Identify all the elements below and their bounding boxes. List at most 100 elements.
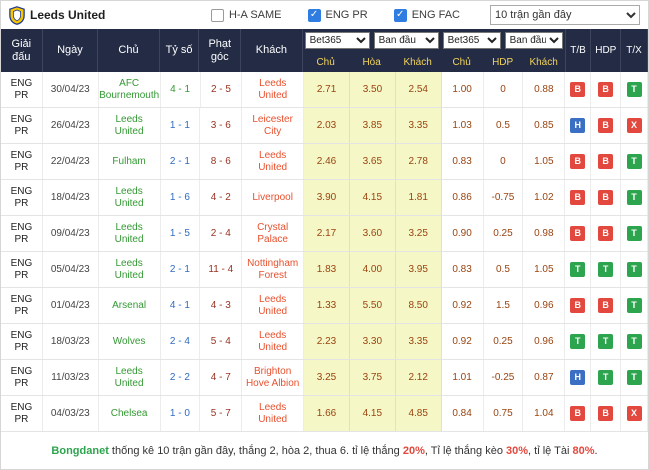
filter-checkbox-eng-fac[interactable]: ✓ ENG FAC xyxy=(393,8,460,22)
home-team-cell[interactable]: Leeds United xyxy=(99,360,161,395)
score-cell[interactable]: 1 - 1 xyxy=(161,108,201,143)
corners-cell: 2 - 5 xyxy=(201,72,243,107)
odds-1x2-type-select[interactable]: Ban đầu xyxy=(373,32,439,49)
away-team-cell[interactable]: Nottingham Forest xyxy=(242,252,305,287)
result-tx-cell: T xyxy=(621,216,648,251)
result-tb-cell: B xyxy=(565,180,592,215)
score-cell[interactable]: 2 - 1 xyxy=(161,144,201,179)
odds-away-cell: 4.85 xyxy=(395,396,442,431)
away-team-cell[interactable]: Leeds United xyxy=(242,396,305,431)
result-tx-badge: T xyxy=(626,190,642,205)
home-team-cell[interactable]: Fulham xyxy=(99,144,161,179)
table-row: ENG PR 04/03/23 Chelsea 1 - 0 5 - 7 Leed… xyxy=(1,396,648,432)
col-header-result-tx: T/X xyxy=(621,29,648,72)
home-team-cell[interactable]: Leeds United xyxy=(99,216,161,251)
checkbox-label: H-A SAME xyxy=(228,9,282,21)
result-tb-cell: T xyxy=(565,252,592,287)
result-hdp-cell: B xyxy=(591,396,622,431)
hdp-home-cell: 1.00 xyxy=(442,72,484,107)
checkbox-unchecked-icon[interactable] xyxy=(210,8,224,22)
away-team-cell[interactable]: Leeds United xyxy=(242,324,305,359)
home-team-cell[interactable]: Leeds United xyxy=(99,108,161,143)
hdp-away-cell: 1.05 xyxy=(523,252,566,287)
col-header-result-hdp: HDP xyxy=(591,29,622,72)
away-team-cell[interactable]: Leeds United xyxy=(242,288,305,323)
table-row: ENG PR 01/04/23 Arsenal 4 - 1 4 - 3 Leed… xyxy=(1,288,648,324)
result-tb-cell: T xyxy=(565,324,592,359)
away-team-cell[interactable]: Leeds United xyxy=(242,144,305,179)
sub-header-1x2-away: Khách xyxy=(403,56,432,68)
odds-home-cell: 2.46 xyxy=(304,144,350,179)
hdp-home-cell: 0.92 xyxy=(442,324,484,359)
score-cell[interactable]: 2 - 4 xyxy=(161,324,201,359)
home-team-cell[interactable]: Leeds United xyxy=(99,180,161,215)
recent-matches-select[interactable]: 10 trận gần đây xyxy=(490,5,640,25)
home-team-cell[interactable]: Chelsea xyxy=(99,396,161,431)
home-team-cell[interactable]: Arsenal xyxy=(99,288,161,323)
hdp-away-cell: 1.05 xyxy=(523,144,566,179)
result-hdp-cell: B xyxy=(591,288,622,323)
score-cell[interactable]: 1 - 5 xyxy=(161,216,201,251)
table-row: ENG PR 18/03/23 Wolves 2 - 4 5 - 4 Leeds… xyxy=(1,324,648,360)
home-team-cell[interactable]: Wolves xyxy=(99,324,161,359)
table-row: ENG PR 18/04/23 Leeds United 1 - 6 4 - 2… xyxy=(1,180,648,216)
odds-hdp-type-select[interactable]: Ban đầu xyxy=(504,32,563,49)
result-tx-cell: X xyxy=(621,108,648,143)
league-cell: ENG PR xyxy=(1,324,43,359)
odds-hdp-bookmaker-select[interactable]: Bet365 xyxy=(442,32,501,49)
league-cell: ENG PR xyxy=(1,288,43,323)
summary-segment: 30% xyxy=(506,444,529,457)
hdp-away-cell: 0.88 xyxy=(523,72,566,107)
away-team-cell[interactable]: Crystal Palace xyxy=(242,216,305,251)
hdp-home-cell: 0.84 xyxy=(442,396,484,431)
checkbox-checked-icon[interactable]: ✓ xyxy=(307,8,321,22)
score-cell[interactable]: 2 - 2 xyxy=(161,360,201,395)
home-team-cell[interactable]: AFC Bournemouth xyxy=(99,72,161,107)
result-hdp-cell: B xyxy=(591,108,622,143)
hdp-line-cell: 1.5 xyxy=(484,288,524,323)
result-tb-badge: T xyxy=(570,262,586,277)
odds-home-cell: 1.33 xyxy=(304,288,350,323)
result-hdp-cell: T xyxy=(591,360,622,395)
corners-cell: 5 - 7 xyxy=(200,396,243,431)
filter-checkbox-h-a-same[interactable]: H-A SAME xyxy=(210,8,282,22)
summary-segment: , tỉ lệ Tài xyxy=(528,444,573,457)
result-tb-badge: H xyxy=(570,370,586,385)
home-team-cell[interactable]: Leeds United xyxy=(99,252,161,287)
result-tx-badge: X xyxy=(626,406,642,421)
score-cell[interactable]: 4 - 1 xyxy=(161,288,201,323)
result-tx-badge: T xyxy=(626,226,642,241)
summary-text: Bongdanet thống kê 10 trận gần đây, thắn… xyxy=(51,445,597,457)
away-team-cell[interactable]: Brighton Hove Albion xyxy=(242,360,305,395)
result-tx-cell: T xyxy=(621,324,648,359)
checkbox-checked-icon[interactable]: ✓ xyxy=(393,8,407,22)
result-tb-badge: T xyxy=(570,334,586,349)
result-tb-cell: B xyxy=(565,396,592,431)
score-cell[interactable]: 4 - 1 xyxy=(161,72,201,107)
hdp-line-cell: -0.25 xyxy=(484,360,524,395)
score-cell[interactable]: 2 - 1 xyxy=(161,252,201,287)
away-team-cell[interactable]: Leeds United xyxy=(242,72,305,107)
result-hdp-badge: B xyxy=(598,154,614,169)
odds-1x2-bookmaker-select[interactable]: Bet365 xyxy=(304,32,370,49)
result-tx-badge: T xyxy=(626,82,642,97)
odds-away-cell: 3.35 xyxy=(395,324,442,359)
summary-segment: Bongdanet xyxy=(51,444,109,457)
score-cell[interactable]: 1 - 0 xyxy=(161,396,201,431)
col-header-score: Tỷ số xyxy=(160,29,200,72)
result-tb-badge: B xyxy=(570,82,586,97)
odds-draw-cell: 3.60 xyxy=(349,216,396,251)
summary-segment: thống kê 10 trận gần đây, thắng 2, hòa 2… xyxy=(108,444,403,457)
col-header-corners: Phạt góc xyxy=(199,29,242,72)
away-team-cell[interactable]: Leicester City xyxy=(242,108,305,143)
away-team-cell[interactable]: Liverpool xyxy=(242,180,305,215)
odds-away-cell: 2.12 xyxy=(395,360,442,395)
corners-cell: 4 - 2 xyxy=(200,180,243,215)
table-row: ENG PR 05/04/23 Leeds United 2 - 1 11 - … xyxy=(1,252,648,288)
result-hdp-cell: B xyxy=(591,216,622,251)
score-cell[interactable]: 1 - 6 xyxy=(161,180,201,215)
odds-selects-row: Bet365 Ban đầu Bet365 Ban đầu xyxy=(303,29,565,52)
hdp-line-cell: 0 xyxy=(484,144,524,179)
filter-checkbox-eng-pr[interactable]: ✓ ENG PR xyxy=(307,8,368,22)
result-hdp-badge: T xyxy=(598,262,614,277)
